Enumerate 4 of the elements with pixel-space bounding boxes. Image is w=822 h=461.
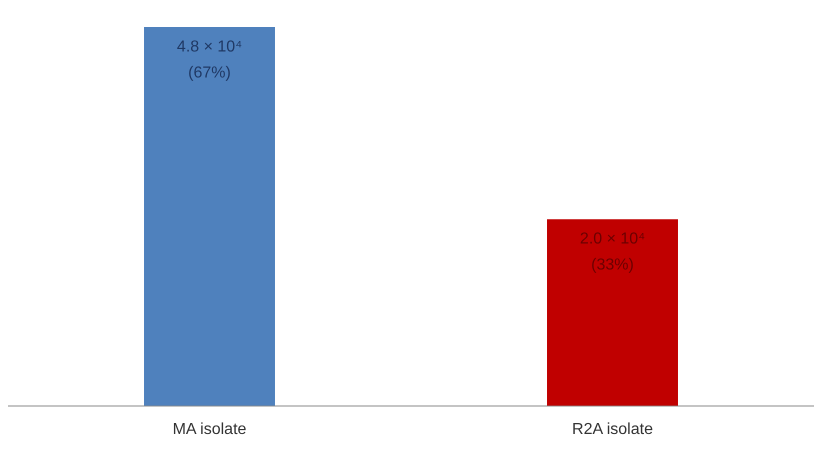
x-tick-label: MA isolate <box>172 420 247 438</box>
x-tick-label: R2A isolate <box>572 420 654 438</box>
data-label: 4.8 × 10⁴ (67%) <box>176 38 242 82</box>
data-label: 2.0 × 10⁴ (33%) <box>580 230 646 274</box>
